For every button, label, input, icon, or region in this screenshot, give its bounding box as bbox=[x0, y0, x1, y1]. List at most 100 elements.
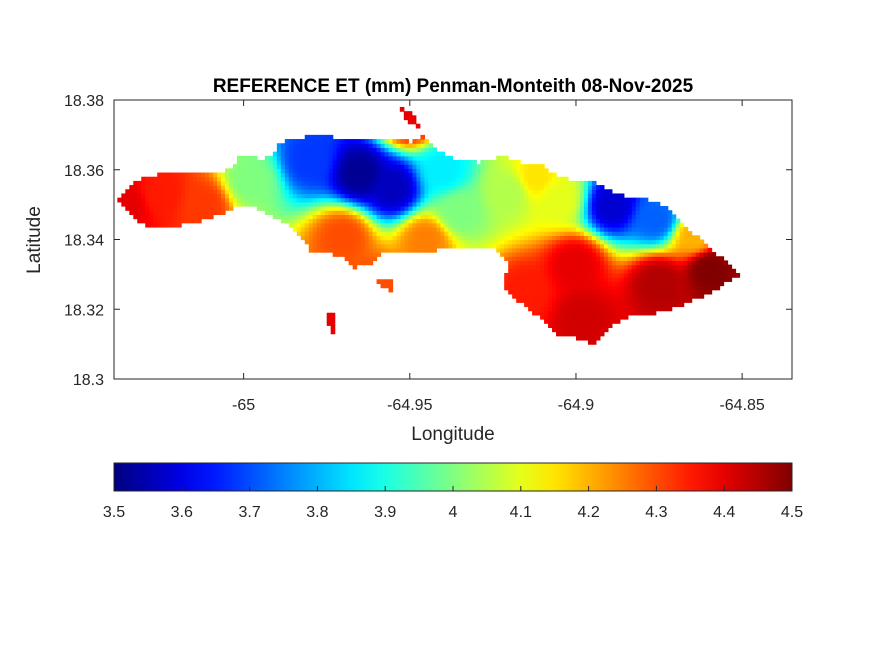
heat-cell bbox=[460, 226, 465, 232]
heat-cell bbox=[639, 222, 645, 228]
heat-cell bbox=[579, 260, 585, 266]
heat-cell bbox=[500, 239, 505, 245]
heat-cell bbox=[460, 168, 465, 174]
heat-cell bbox=[631, 310, 637, 316]
heat-cell bbox=[380, 185, 386, 190]
heat-cell bbox=[567, 272, 573, 278]
heat-cell bbox=[567, 180, 573, 186]
heat-cell bbox=[404, 180, 410, 186]
heat-cell bbox=[396, 155, 402, 161]
heat-cell bbox=[595, 201, 601, 207]
heat-cell bbox=[504, 239, 509, 245]
heat-cell bbox=[368, 252, 374, 257]
heat-cell bbox=[456, 218, 461, 224]
heat-cell bbox=[416, 193, 422, 199]
heat-cell bbox=[344, 180, 350, 186]
heat-cell bbox=[552, 226, 557, 232]
heat-cell bbox=[348, 164, 354, 169]
heat-cell bbox=[141, 201, 146, 207]
heat-cell bbox=[228, 197, 234, 203]
heat-cell bbox=[635, 310, 641, 316]
heat-cell bbox=[524, 256, 529, 262]
heat-cell bbox=[388, 172, 394, 178]
heat-cell bbox=[280, 201, 286, 207]
heat-cell bbox=[145, 222, 150, 228]
heat-cell bbox=[671, 247, 677, 253]
heat-cell bbox=[599, 277, 605, 282]
heat-cell bbox=[360, 252, 366, 257]
heat-cell bbox=[579, 231, 585, 236]
heat-cell bbox=[157, 214, 162, 220]
heat-cell bbox=[440, 168, 445, 174]
heat-cell bbox=[201, 176, 206, 182]
heat-cell bbox=[460, 176, 465, 182]
heat-cell bbox=[236, 176, 242, 182]
heat-cell bbox=[599, 310, 605, 316]
heat-cell bbox=[556, 306, 561, 312]
heat-cell bbox=[205, 180, 210, 186]
heat-cell bbox=[695, 252, 701, 257]
heat-cell bbox=[655, 201, 661, 207]
heat-cell bbox=[560, 210, 565, 215]
heat-cell bbox=[528, 247, 533, 253]
heat-cell bbox=[623, 222, 629, 228]
heat-cell bbox=[687, 243, 693, 249]
heat-cell bbox=[723, 260, 729, 266]
heat-cell bbox=[627, 298, 633, 303]
heat-cell bbox=[540, 243, 545, 249]
heat-cell bbox=[659, 235, 665, 241]
heat-cell bbox=[320, 147, 326, 153]
heat-cell bbox=[548, 243, 553, 249]
heat-cell bbox=[448, 172, 453, 178]
heat-cell bbox=[575, 180, 581, 186]
heat-cell bbox=[308, 206, 314, 211]
heat-cell bbox=[647, 201, 653, 207]
heat-cell bbox=[380, 197, 386, 203]
heat-cell bbox=[448, 189, 453, 195]
heat-cell bbox=[332, 143, 338, 149]
heat-cell bbox=[364, 147, 370, 153]
heat-cell bbox=[575, 302, 581, 308]
heat-cell bbox=[340, 172, 346, 178]
heat-cell bbox=[324, 180, 330, 186]
heat-cell bbox=[356, 235, 362, 241]
heat-cell bbox=[619, 306, 625, 312]
heat-cell bbox=[326, 312, 332, 318]
heat-cell bbox=[165, 214, 170, 220]
heat-cell bbox=[364, 185, 370, 190]
heat-cell bbox=[352, 172, 358, 178]
heat-cell bbox=[667, 218, 673, 224]
heat-cell bbox=[217, 210, 222, 215]
heat-cell bbox=[384, 189, 390, 195]
heat-cell bbox=[312, 159, 318, 165]
heat-cell bbox=[623, 277, 629, 282]
heat-cell bbox=[217, 189, 222, 195]
heat-cell bbox=[296, 206, 302, 211]
heat-cell bbox=[703, 260, 709, 266]
heat-cell bbox=[595, 256, 601, 262]
heat-cell bbox=[145, 201, 150, 207]
heat-cell bbox=[719, 272, 725, 278]
heat-cell bbox=[368, 214, 374, 220]
heat-cell bbox=[655, 226, 661, 232]
heat-cell bbox=[356, 143, 362, 149]
heat-cell bbox=[564, 264, 569, 270]
heat-cell bbox=[360, 176, 366, 182]
heat-cell bbox=[556, 289, 561, 295]
heat-cell bbox=[388, 214, 394, 220]
heat-cell bbox=[591, 264, 597, 270]
heat-cell bbox=[388, 231, 394, 236]
heat-cell bbox=[711, 252, 717, 257]
heat-cell bbox=[544, 252, 549, 257]
heat-cell bbox=[540, 256, 545, 262]
heat-cell bbox=[663, 289, 669, 295]
heat-cell bbox=[679, 247, 685, 253]
heat-cell bbox=[599, 293, 605, 299]
heat-cell bbox=[623, 314, 629, 320]
heat-cell bbox=[579, 256, 585, 262]
heat-cell bbox=[284, 168, 290, 174]
heat-cell bbox=[619, 256, 625, 262]
heat-cell bbox=[384, 235, 390, 241]
heat-cell bbox=[344, 231, 350, 236]
heat-cell bbox=[647, 256, 653, 262]
